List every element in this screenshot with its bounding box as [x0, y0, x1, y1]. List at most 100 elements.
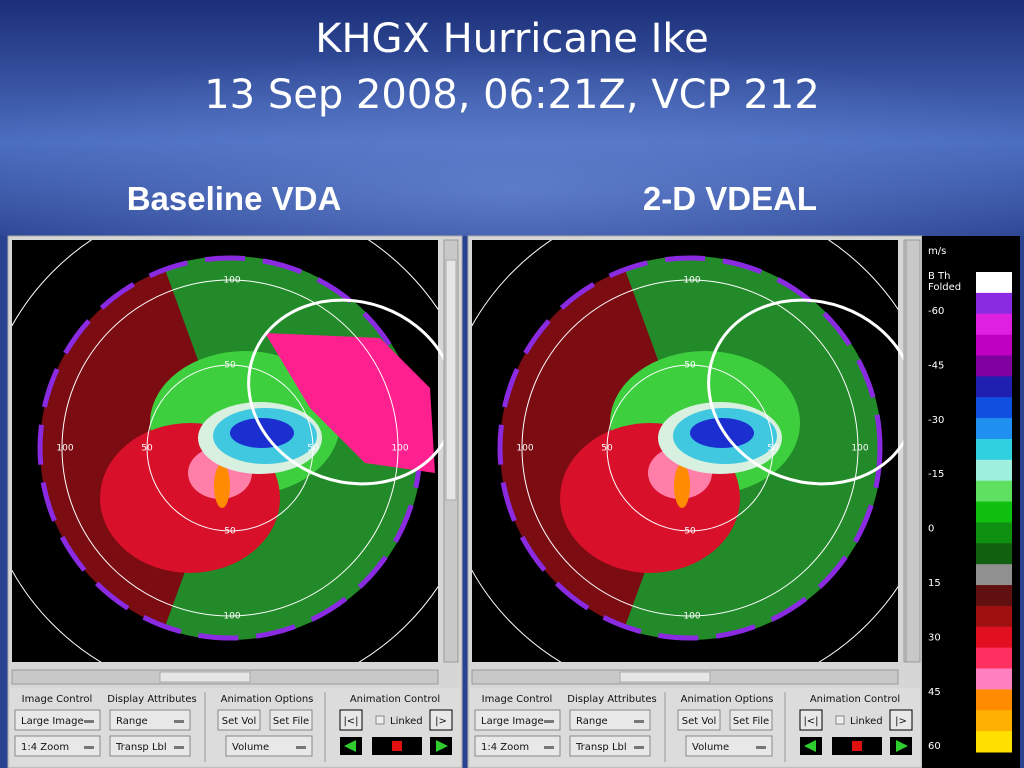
button-face[interactable]: [109, 735, 191, 757]
h-scroll-thumb[interactable]: [159, 671, 251, 683]
panels: 100 50 100 50 50 100 50 100 Image Control Display…: [7, 235, 923, 768]
button-face[interactable]: [225, 735, 313, 757]
button-face[interactable]: [889, 709, 913, 731]
button-face[interactable]: [799, 709, 823, 731]
button-face[interactable]: [569, 709, 651, 731]
button[interactable]: |<|: [799, 709, 823, 731]
button[interactable]: Large Image: [14, 709, 101, 731]
button-label[interactable]: Linked: [390, 716, 423, 727]
button-label[interactable]: Set Vol: [682, 716, 717, 727]
button[interactable]: |>: [889, 709, 913, 731]
v-scroll-thumb[interactable]: [445, 259, 457, 501]
colorbar-label: 60: [928, 741, 941, 752]
button[interactable]: Volume: [225, 735, 313, 757]
play-controls[interactable]: [340, 737, 452, 755]
colorbar-label: -30: [928, 415, 944, 426]
button-face[interactable]: [474, 735, 561, 757]
button-label[interactable]: Volume: [692, 742, 729, 753]
button[interactable]: Large Image: [474, 709, 561, 731]
menu-indicator: [756, 746, 766, 749]
button[interactable]: Linked: [375, 715, 423, 727]
button-label[interactable]: |<|: [343, 716, 358, 727]
button-face[interactable]: [729, 709, 773, 731]
colorbar-swatch: [976, 480, 1012, 503]
range-label: 50: [307, 444, 319, 454]
button-face[interactable]: [429, 709, 453, 731]
menu-indicator: [544, 746, 554, 749]
button-face[interactable]: [109, 709, 191, 731]
button-face[interactable]: [14, 735, 101, 757]
button-label[interactable]: Set Vol: [222, 716, 257, 727]
step-forward-icon: [896, 740, 908, 752]
button-label[interactable]: Large Image: [21, 716, 84, 727]
checkbox[interactable]: [835, 715, 845, 725]
section-label: Animation Options: [681, 694, 774, 705]
button-label[interactable]: Range: [116, 716, 148, 727]
step-back-icon: [804, 740, 816, 752]
echo-orange: [674, 464, 690, 508]
button-face[interactable]: [339, 709, 363, 731]
section-label: Image Control: [22, 694, 93, 705]
button-label[interactable]: Volume: [232, 742, 269, 753]
colorbar-unit: m/s: [928, 246, 946, 257]
button-face[interactable]: [677, 709, 721, 731]
echo-orange: [214, 464, 230, 508]
button-label[interactable]: Transp Lbl: [115, 742, 167, 753]
button[interactable]: Set File: [729, 709, 773, 731]
button-label[interactable]: Transp Lbl: [575, 742, 627, 753]
button[interactable]: Set Vol: [677, 709, 721, 731]
section-label: Animation Control: [810, 694, 900, 705]
button[interactable]: Range: [109, 709, 191, 731]
button-label[interactable]: |>: [435, 716, 447, 727]
range-label: 100: [223, 612, 240, 622]
button-face[interactable]: [217, 709, 261, 731]
button-label[interactable]: 1:4 Zoom: [481, 742, 529, 753]
radar-panel: 100 50 100 50 50 100 50 100 Image Control Display…: [7, 235, 463, 768]
button-label[interactable]: |>: [895, 716, 907, 727]
button[interactable]: Linked: [835, 715, 883, 727]
header-glow: [0, 0, 1024, 236]
button[interactable]: 1:4 Zoom: [14, 735, 101, 757]
button[interactable]: Volume: [685, 735, 773, 757]
section-label: Animation Options: [221, 694, 314, 705]
button-face[interactable]: [474, 709, 561, 731]
button-label[interactable]: |<|: [803, 716, 818, 727]
range-label: 100: [56, 444, 73, 454]
button[interactable]: 1:4 Zoom: [474, 735, 561, 757]
button[interactable]: Set Vol: [217, 709, 261, 731]
h-scroll-thumb[interactable]: [619, 671, 711, 683]
button-face[interactable]: [685, 735, 773, 757]
range-label: 100: [683, 276, 700, 286]
colorbar-swatch: [976, 418, 1012, 440]
range-label: 100: [391, 444, 408, 454]
colorbar-scroll[interactable]: [905, 239, 921, 663]
colorbar-swatch: [976, 397, 1012, 419]
button-label[interactable]: Set File: [273, 716, 309, 727]
button[interactable]: Range: [569, 709, 651, 731]
button[interactable]: Transp Lbl: [569, 735, 651, 757]
button[interactable]: Transp Lbl: [109, 735, 191, 757]
button-label[interactable]: Linked: [850, 716, 883, 727]
button-face[interactable]: [14, 709, 101, 731]
button-face[interactable]: [569, 735, 651, 757]
stop-icon: [392, 741, 402, 751]
button-label[interactable]: Range: [576, 716, 608, 727]
button-label[interactable]: Set File: [733, 716, 769, 727]
colorbar-swatch: [976, 522, 1012, 544]
echo-blue: [230, 418, 294, 448]
button[interactable]: |<|: [339, 709, 363, 731]
colorbar-swatch: [976, 626, 1012, 649]
colorbar-label: -60: [928, 306, 944, 317]
button[interactable]: |>: [429, 709, 453, 731]
button-label[interactable]: Large Image: [481, 716, 544, 727]
button-label[interactable]: 1:4 Zoom: [21, 742, 69, 753]
menu-indicator: [544, 720, 554, 723]
button[interactable]: Set File: [269, 709, 313, 731]
echo-aliased: [265, 333, 435, 473]
button-face[interactable]: [269, 709, 313, 731]
colorbar-swatch: [976, 292, 1012, 315]
checkbox[interactable]: [375, 715, 385, 725]
play-controls[interactable]: [800, 737, 912, 755]
range-label: 50: [767, 444, 779, 454]
